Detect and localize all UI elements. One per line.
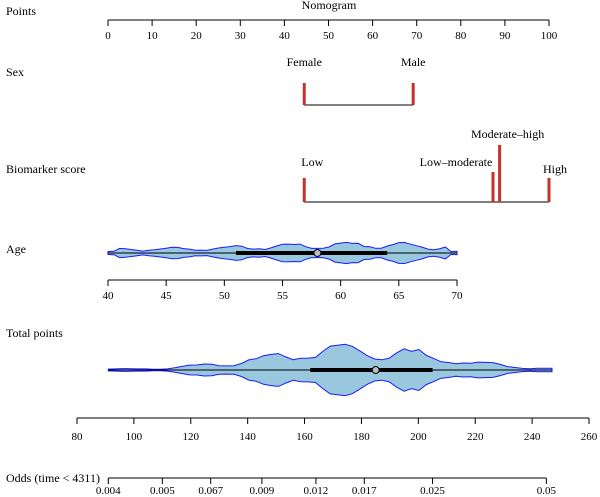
total-tick-label: 180 [353, 431, 370, 443]
age-tick-label: 70 [452, 290, 464, 302]
points-tick-label: 80 [455, 30, 467, 42]
odds-tick-label: 0.025 [420, 485, 445, 497]
age-label: Age [6, 242, 26, 256]
odds-tick-label: 0.004 [96, 485, 121, 497]
biomarker-level-label: Low [301, 155, 323, 169]
total-tick-label: 80 [72, 431, 84, 443]
age-tick-label: 65 [393, 290, 405, 302]
age-tick-label: 50 [219, 290, 231, 302]
age-tick-label: 40 [103, 290, 115, 302]
total-tick-label: 260 [581, 431, 598, 443]
biomarker-level-label: Moderate–high [471, 127, 544, 141]
points-tick-label: 0 [105, 30, 111, 42]
total-tick-label: 100 [126, 431, 143, 443]
age-tick-label: 45 [161, 290, 173, 302]
sex-level-bar [302, 83, 306, 105]
odds-tick-label: 0.009 [250, 485, 275, 497]
points-tick-label: 100 [541, 30, 558, 42]
total-tick-label: 220 [467, 431, 484, 443]
points-tick-label: 20 [191, 30, 203, 42]
points-tick-label: 50 [323, 30, 335, 42]
odds-tick-label: 0.005 [150, 485, 175, 497]
chart-title: Nomogram [302, 0, 357, 12]
points-tick-label: 40 [279, 30, 291, 42]
total-tick-label: 200 [410, 431, 427, 443]
age-median-point [313, 249, 322, 257]
odds-tick-label: 0.067 [198, 485, 223, 497]
plot-area: 0 10 20 30 40 50 60 70 80 90 100 Female Male Low Low–m… [72, 19, 598, 497]
odds-tick-label: 0.012 [304, 485, 329, 497]
age-tick-label: 55 [277, 290, 289, 302]
biomarker-level-bar [547, 178, 551, 202]
biomarker-label: Biomarker score [6, 162, 86, 176]
total-tick-label: 160 [296, 431, 313, 443]
odds-tick-label: 0.017 [352, 485, 377, 497]
points-tick-label: 30 [235, 30, 247, 42]
biomarker-level-bar [302, 178, 306, 202]
points-tick-label: 60 [367, 30, 379, 42]
odds-tick-label: 0.05 [537, 485, 557, 497]
age-tick-label: 60 [335, 290, 347, 302]
odds-label: Odds (time < 4311) [6, 471, 100, 485]
total-median-point [371, 366, 380, 374]
points-tick-label: 70 [411, 30, 423, 42]
biomarker-level-bar [491, 172, 495, 202]
total-points-label: Total points [6, 326, 63, 340]
sex-label: Sex [6, 65, 24, 79]
total-tick-label: 120 [183, 431, 200, 443]
total-tick-label: 240 [524, 431, 541, 443]
biomarker-level-label: High [543, 162, 567, 176]
biomarker-level-label: Low–moderate [420, 155, 493, 169]
sex-level-bar [411, 83, 415, 105]
total-tick-label: 140 [239, 431, 256, 443]
sex-level-label: Female [287, 55, 322, 69]
points-tick-label: 90 [499, 30, 511, 42]
points-tick-label: 10 [147, 30, 159, 42]
points-label: Points [6, 4, 36, 18]
biomarker-level-bar [498, 145, 502, 202]
sex-level-label: Male [401, 55, 426, 69]
